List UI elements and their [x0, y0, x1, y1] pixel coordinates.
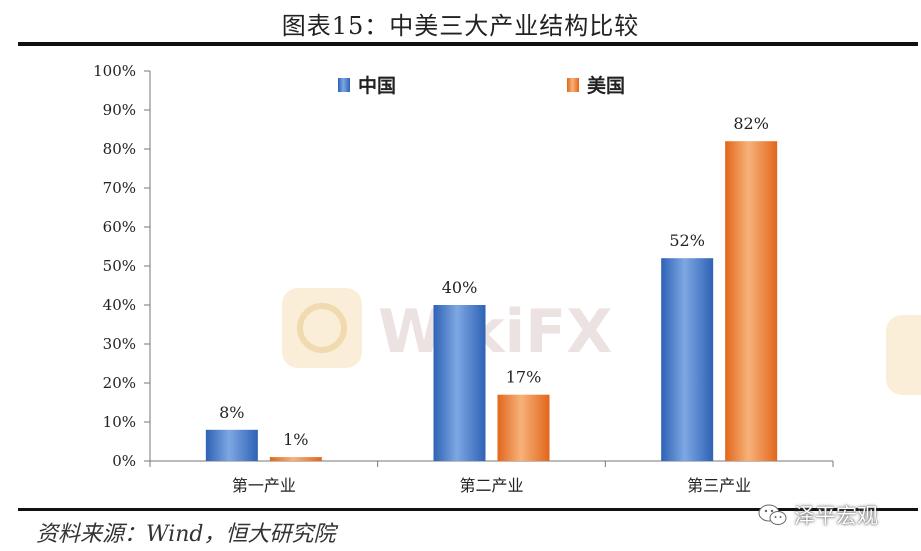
bar [205, 429, 258, 461]
data-label: 17% [506, 368, 542, 387]
wechat-icon [758, 504, 787, 525]
footer-divider [18, 508, 918, 511]
y-tick-label: 0% [112, 452, 136, 470]
y-tick-label: 90% [103, 101, 136, 119]
x-category-label: 第三产业 [687, 476, 751, 495]
bar [433, 305, 486, 461]
x-category-label: 第二产业 [459, 476, 523, 495]
y-tick-label: 70% [103, 179, 136, 197]
y-tick-label: 100% [93, 62, 136, 80]
y-tick-label: 30% [103, 335, 136, 353]
data-label: 82% [733, 114, 769, 133]
bar [497, 394, 550, 461]
legend-label: 中国 [358, 74, 396, 97]
wechat-account-name: 泽平宏观 [794, 504, 878, 528]
wikifx-watermark-right [886, 315, 921, 395]
y-tick-label: 20% [103, 374, 136, 392]
chart-title: 图表15：中美三大产业结构比较 [281, 12, 640, 40]
bar [661, 258, 714, 461]
axes: 0% 10% 20% 30% 40% 50% 60% 70% 80% 90% 100% [93, 62, 834, 470]
title-divider [18, 42, 918, 46]
bars: 第一产业 8% 1% 第二产业 40% 17% 第三产业 52% 82% [205, 114, 778, 495]
x-category-label: 第一产业 [232, 476, 296, 495]
legend: 中国 美国 [338, 74, 625, 97]
y-tick-label: 50% [103, 257, 136, 275]
data-label: 40% [442, 278, 478, 297]
wechat-watermark: 泽平宏观 [758, 500, 878, 530]
legend-swatch [567, 78, 579, 92]
y-tick-label: 40% [103, 296, 136, 314]
watermark-text: WikiFX [378, 297, 612, 367]
wikifx-watermark: WikiFX [282, 288, 612, 368]
data-label: 8% [219, 403, 244, 422]
bar [725, 141, 778, 461]
y-tick-label: 80% [103, 140, 136, 158]
data-label: 1% [283, 430, 308, 449]
legend-swatch [338, 78, 350, 92]
y-tick-label: 60% [103, 218, 136, 236]
legend-label: 美国 [587, 74, 625, 97]
source-note: 资料来源：Wind，恒大研究院 [36, 522, 336, 547]
data-label: 52% [669, 231, 705, 250]
y-tick-label: 10% [103, 413, 136, 431]
bar [269, 457, 322, 461]
